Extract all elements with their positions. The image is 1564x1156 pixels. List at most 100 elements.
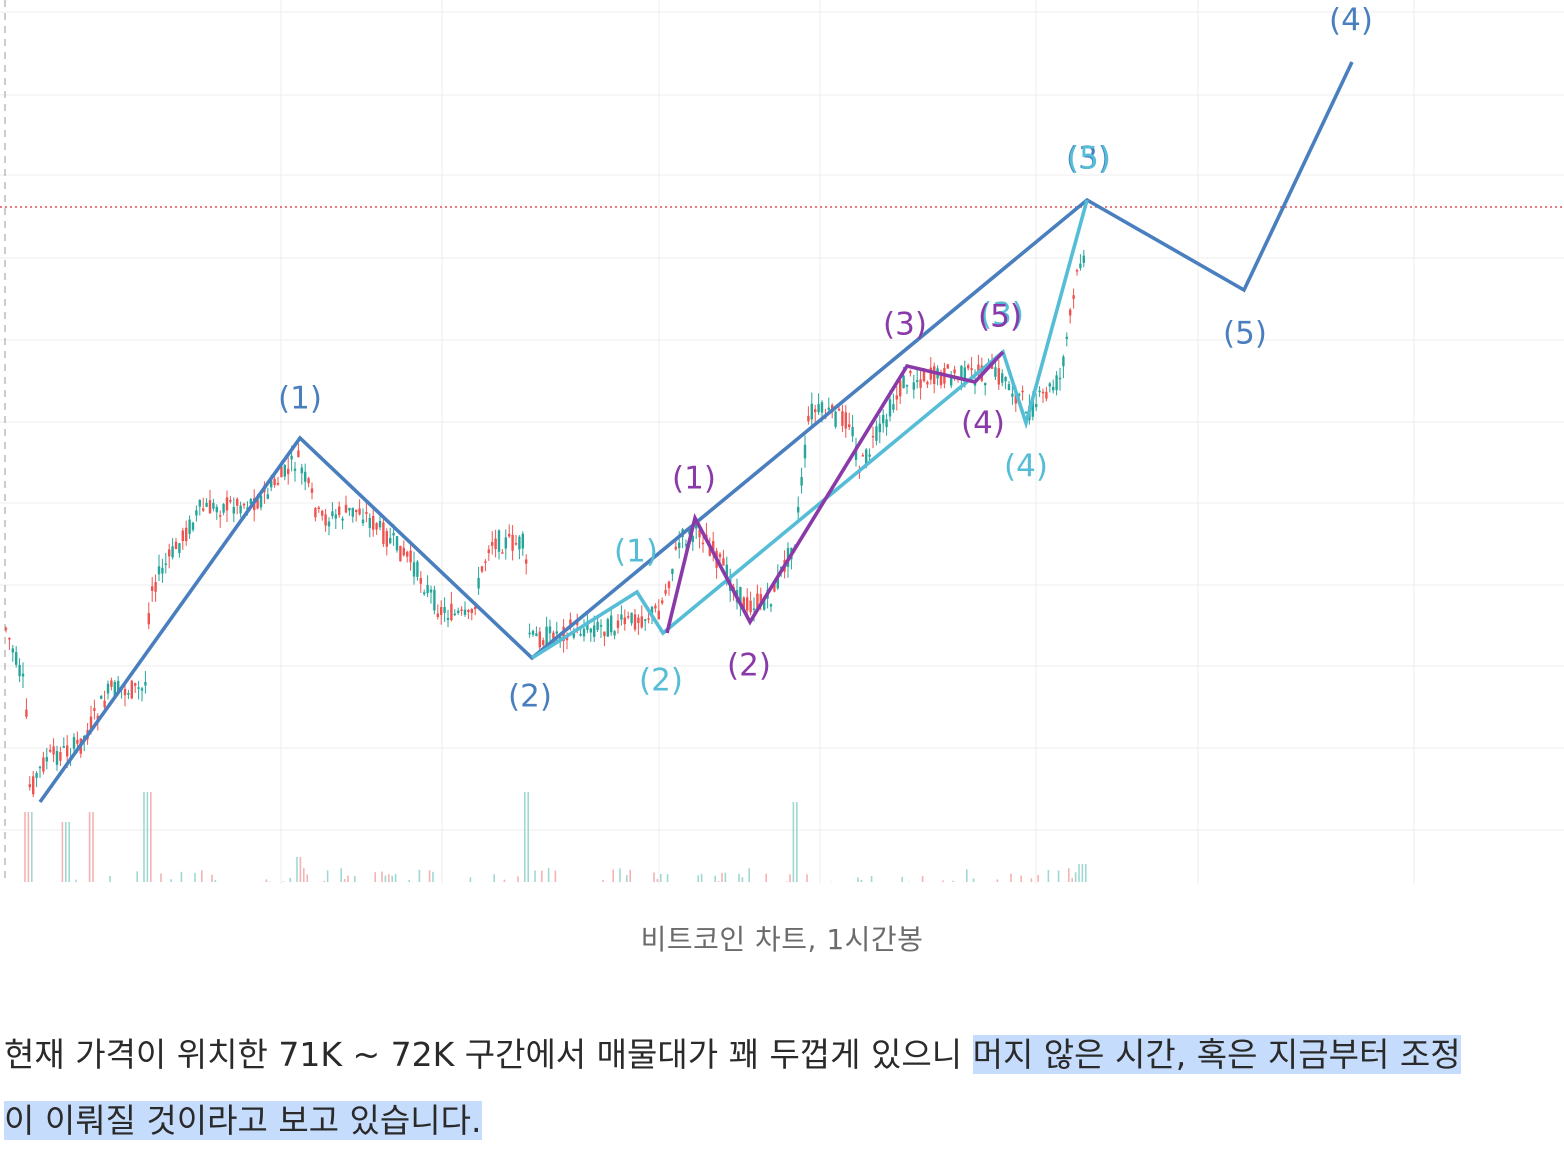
candle-body [225, 497, 229, 511]
candle-body [45, 757, 48, 762]
volume-bar [326, 870, 329, 882]
volume-bar [343, 879, 346, 882]
chart-grid [0, 0, 1564, 884]
candle-body [66, 745, 69, 757]
volume-bar [306, 874, 308, 882]
candle-body [773, 581, 776, 592]
candle-body [637, 617, 640, 624]
volume-bar [61, 822, 64, 882]
candle-body [443, 607, 446, 613]
volume-bar [785, 881, 788, 882]
candle-body [800, 477, 803, 486]
candle-body [246, 507, 249, 510]
candle-body [922, 371, 926, 382]
candle-body [416, 561, 419, 577]
candle-body [185, 527, 188, 542]
candle-body [953, 369, 956, 374]
candle-body [1041, 391, 1045, 394]
candle-body [769, 604, 773, 607]
volume-bar [1071, 877, 1073, 882]
wave-label: (4) [961, 406, 1005, 442]
wave-label: (4) [1004, 449, 1048, 485]
volume-bar [503, 879, 506, 882]
volume-bar [282, 881, 285, 882]
volume-bars [24, 792, 1087, 882]
candle-body [919, 379, 922, 388]
candle-body [552, 632, 555, 644]
candle-body [307, 478, 310, 484]
candle-body [620, 614, 623, 620]
volume-bar [136, 871, 138, 882]
volume-bar [65, 822, 67, 882]
wave-label: (1) [672, 461, 716, 497]
volume-bar [109, 875, 111, 882]
candle-body [593, 625, 596, 637]
candle-body [137, 687, 140, 689]
volume-bar [27, 812, 30, 882]
volume-bar [517, 876, 519, 882]
candle-body [810, 403, 813, 420]
candle-body [827, 407, 830, 410]
candle-body [144, 681, 147, 686]
candle-body [164, 563, 167, 565]
candle-body [331, 511, 334, 517]
wave-series-1 [531, 199, 1089, 660]
candle-body [212, 502, 215, 509]
candle-body [851, 426, 854, 437]
candle-body [963, 367, 966, 386]
volume-bar [717, 881, 720, 882]
candle-body [865, 449, 868, 466]
candle-body [678, 542, 681, 549]
volume-bar [996, 879, 999, 882]
wave-labels: (1)(2)(3)(5)(4)(1)(2)(3)(4)(5)(1)(2)(3)(… [278, 3, 1373, 715]
volume-bar [289, 877, 291, 882]
candle-body [181, 530, 184, 541]
candle-body [280, 466, 283, 478]
candle-body [232, 506, 235, 514]
candle-body [627, 616, 630, 618]
volume-bar [92, 812, 94, 882]
candle-body [491, 541, 494, 546]
candle-body [1048, 383, 1051, 387]
candle-body [586, 621, 589, 630]
candle-body [657, 610, 660, 620]
candle-body [327, 521, 331, 527]
candle-body [749, 600, 752, 613]
candle-body [134, 683, 137, 686]
volume-bar [534, 870, 536, 882]
candle-body [1035, 403, 1038, 408]
volume-bar [1047, 870, 1050, 882]
candle-body [429, 589, 433, 593]
candle-body [38, 766, 42, 769]
volume-bar [921, 876, 924, 882]
volume-bar [1030, 878, 1033, 882]
candle-body [1072, 295, 1075, 299]
candle-body [929, 367, 932, 380]
candle-body [878, 423, 881, 433]
candle-body [613, 631, 616, 636]
candle-body [147, 613, 150, 625]
volume-bar [428, 870, 431, 882]
candle-body [460, 609, 463, 611]
wave-label: (5) [978, 299, 1022, 335]
candle-body [344, 504, 348, 513]
volume-bar [860, 879, 863, 882]
volume-bar [541, 870, 543, 882]
candle-body [1058, 377, 1062, 380]
candle-body [610, 615, 613, 633]
volume-bar [626, 875, 628, 882]
candle-body [695, 521, 698, 529]
candle-body [997, 368, 1000, 385]
candle-body [1004, 376, 1007, 382]
candle-body [32, 776, 35, 795]
candle-body [259, 495, 263, 508]
candle-body [569, 619, 572, 627]
candle-body [110, 680, 113, 687]
candle-body [926, 381, 929, 385]
wave-label: (2) [508, 679, 552, 715]
candle-body [283, 465, 286, 477]
candle-body [525, 559, 528, 564]
candle-body [535, 633, 538, 637]
candle-body [667, 581, 671, 589]
candle-body [368, 517, 371, 528]
